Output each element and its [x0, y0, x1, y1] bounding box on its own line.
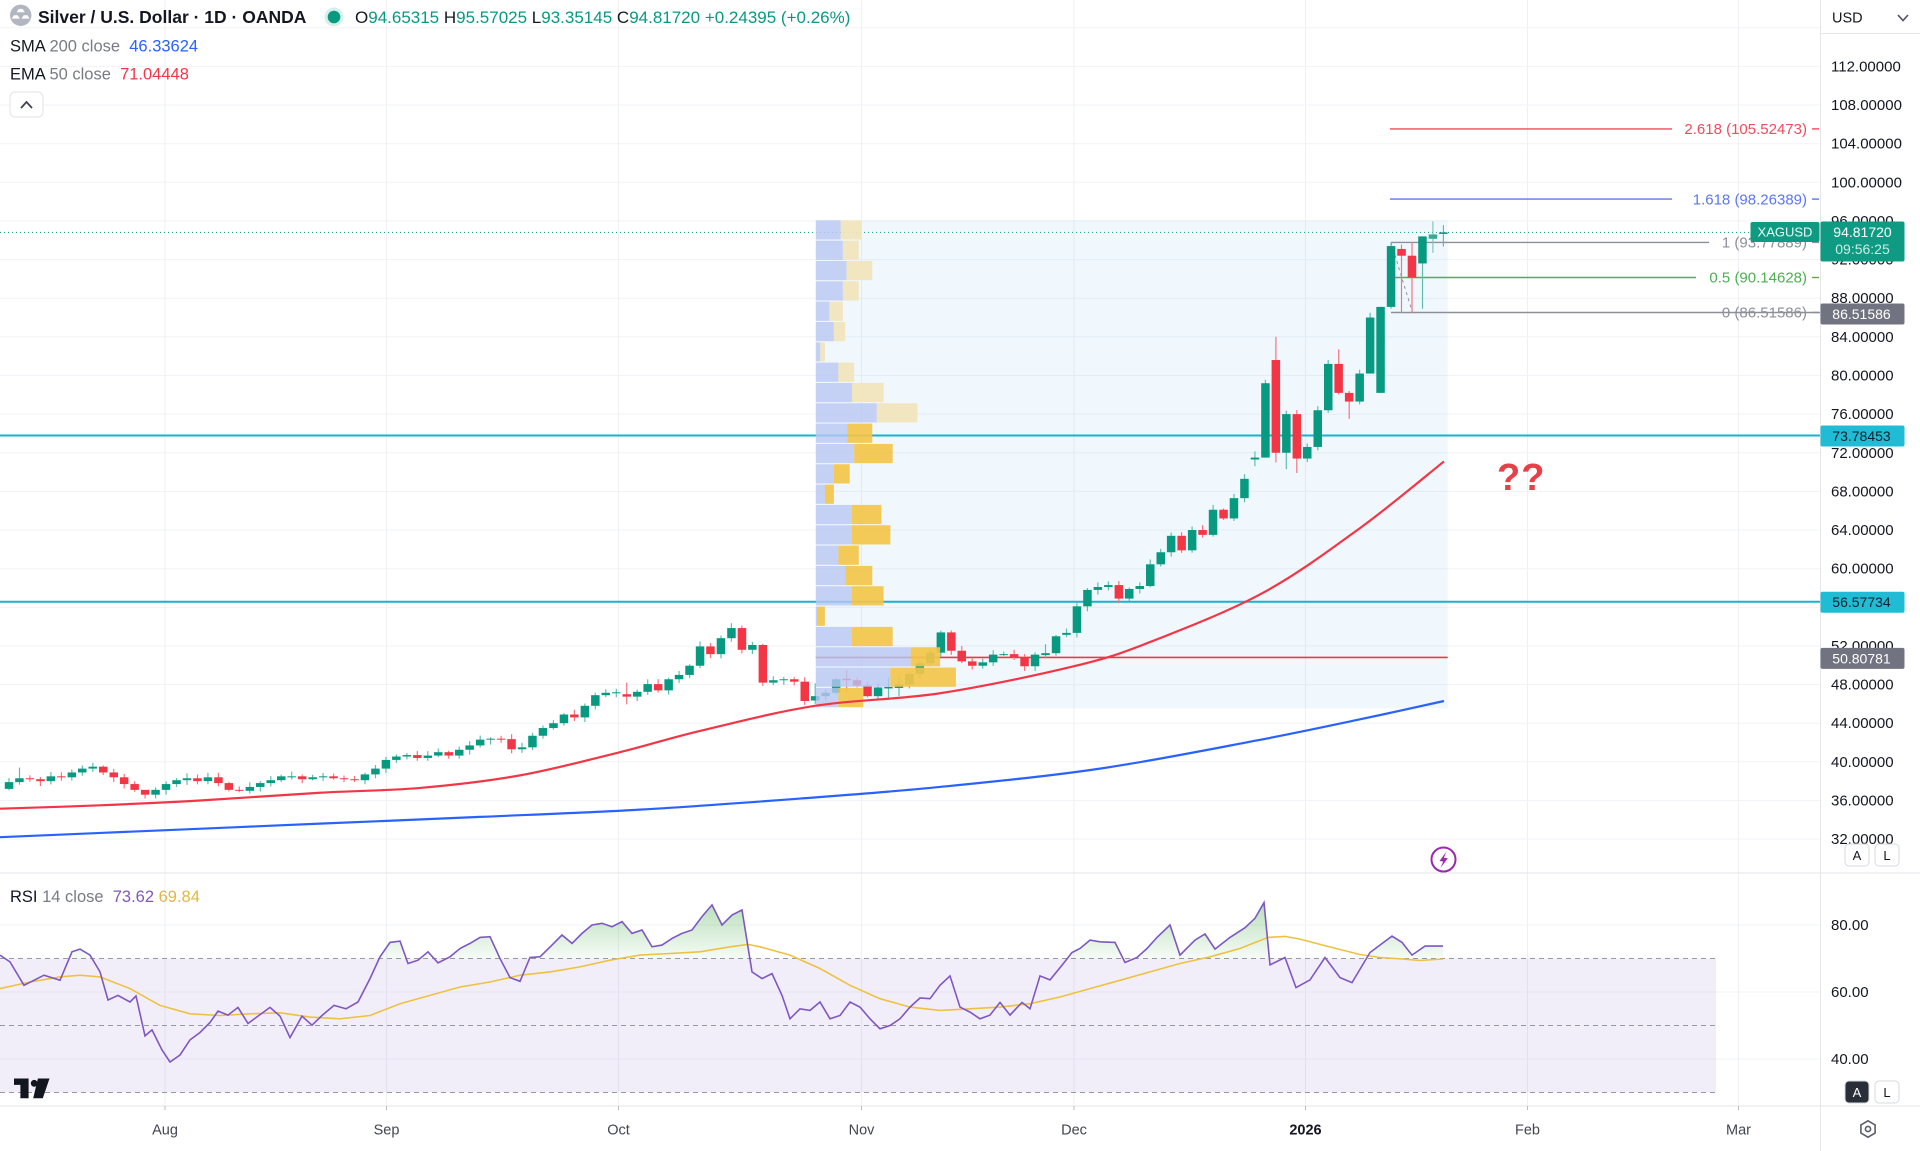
svg-text:0 (86.51586): 0 (86.51586) — [1722, 305, 1807, 322]
svg-text:O94.65315 H95.57025 L93.35145: O94.65315 H95.57025 L93.35145 C94.81720 … — [355, 8, 850, 27]
svg-text:A: A — [1853, 848, 1862, 863]
svg-text:60.00: 60.00 — [1831, 984, 1869, 1001]
svg-text:09:56:25: 09:56:25 — [1835, 241, 1890, 257]
svg-text:??: ?? — [1497, 457, 1545, 499]
svg-text:64.00000: 64.00000 — [1831, 522, 1894, 539]
svg-text:Aug: Aug — [152, 1123, 178, 1139]
svg-text:80.00: 80.00 — [1831, 917, 1869, 934]
svg-text:Dec: Dec — [1061, 1123, 1087, 1139]
svg-text:SMA 200 close 46.33624: SMA 200 close 46.33624 — [10, 38, 198, 56]
svg-text:72.00000: 72.00000 — [1831, 445, 1894, 462]
svg-text:0.5 (90.14628): 0.5 (90.14628) — [1709, 270, 1807, 287]
svg-text:40.00: 40.00 — [1831, 1051, 1869, 1068]
svg-text:L: L — [1883, 848, 1890, 863]
svg-text:88.00000: 88.00000 — [1831, 290, 1894, 307]
svg-text:48.00000: 48.00000 — [1831, 677, 1894, 694]
svg-text:Oct: Oct — [607, 1123, 630, 1139]
svg-text:USD: USD — [1832, 11, 1863, 27]
svg-text:50.80781: 50.80781 — [1832, 650, 1891, 666]
svg-text:60.00000: 60.00000 — [1831, 561, 1894, 578]
svg-text:86.51586: 86.51586 — [1832, 306, 1891, 322]
svg-text:Silver / U.S. Dollar · 1D · OA: Silver / U.S. Dollar · 1D · OANDA — [38, 7, 307, 27]
svg-text:104.00000: 104.00000 — [1831, 136, 1902, 153]
svg-text:94.81720: 94.81720 — [1833, 224, 1892, 240]
svg-text:Mar: Mar — [1726, 1123, 1751, 1139]
svg-text:73.78453: 73.78453 — [1832, 428, 1891, 444]
svg-text:40.00000: 40.00000 — [1831, 754, 1894, 771]
svg-text:2026: 2026 — [1289, 1123, 1321, 1139]
svg-text:Feb: Feb — [1515, 1123, 1540, 1139]
svg-text:EMA 50 close 71.04448: EMA 50 close 71.04448 — [10, 66, 189, 84]
svg-text:80.00000: 80.00000 — [1831, 368, 1894, 385]
svg-text:XAGUSD: XAGUSD — [1758, 225, 1813, 240]
svg-text:44.00000: 44.00000 — [1831, 715, 1894, 732]
svg-text:36.00000: 36.00000 — [1831, 793, 1894, 810]
svg-text:76.00000: 76.00000 — [1831, 406, 1894, 423]
svg-text:L: L — [1883, 1085, 1890, 1100]
svg-text:A: A — [1853, 1085, 1862, 1100]
svg-text:56.57734: 56.57734 — [1832, 594, 1891, 610]
svg-text:Sep: Sep — [374, 1123, 400, 1139]
svg-text:68.00000: 68.00000 — [1831, 483, 1894, 500]
svg-text:2.618 (105.52473): 2.618 (105.52473) — [1684, 121, 1807, 138]
svg-text:Nov: Nov — [849, 1123, 876, 1139]
svg-text:108.00000: 108.00000 — [1831, 97, 1902, 114]
svg-text:84.00000: 84.00000 — [1831, 329, 1894, 346]
svg-text:RSI 14 close 73.62 69.84: RSI 14 close 73.62 69.84 — [10, 888, 200, 906]
svg-text:1.618 (98.26389): 1.618 (98.26389) — [1693, 191, 1807, 208]
svg-text:112.00000: 112.00000 — [1831, 58, 1901, 75]
svg-text:100.00000: 100.00000 — [1831, 174, 1902, 191]
